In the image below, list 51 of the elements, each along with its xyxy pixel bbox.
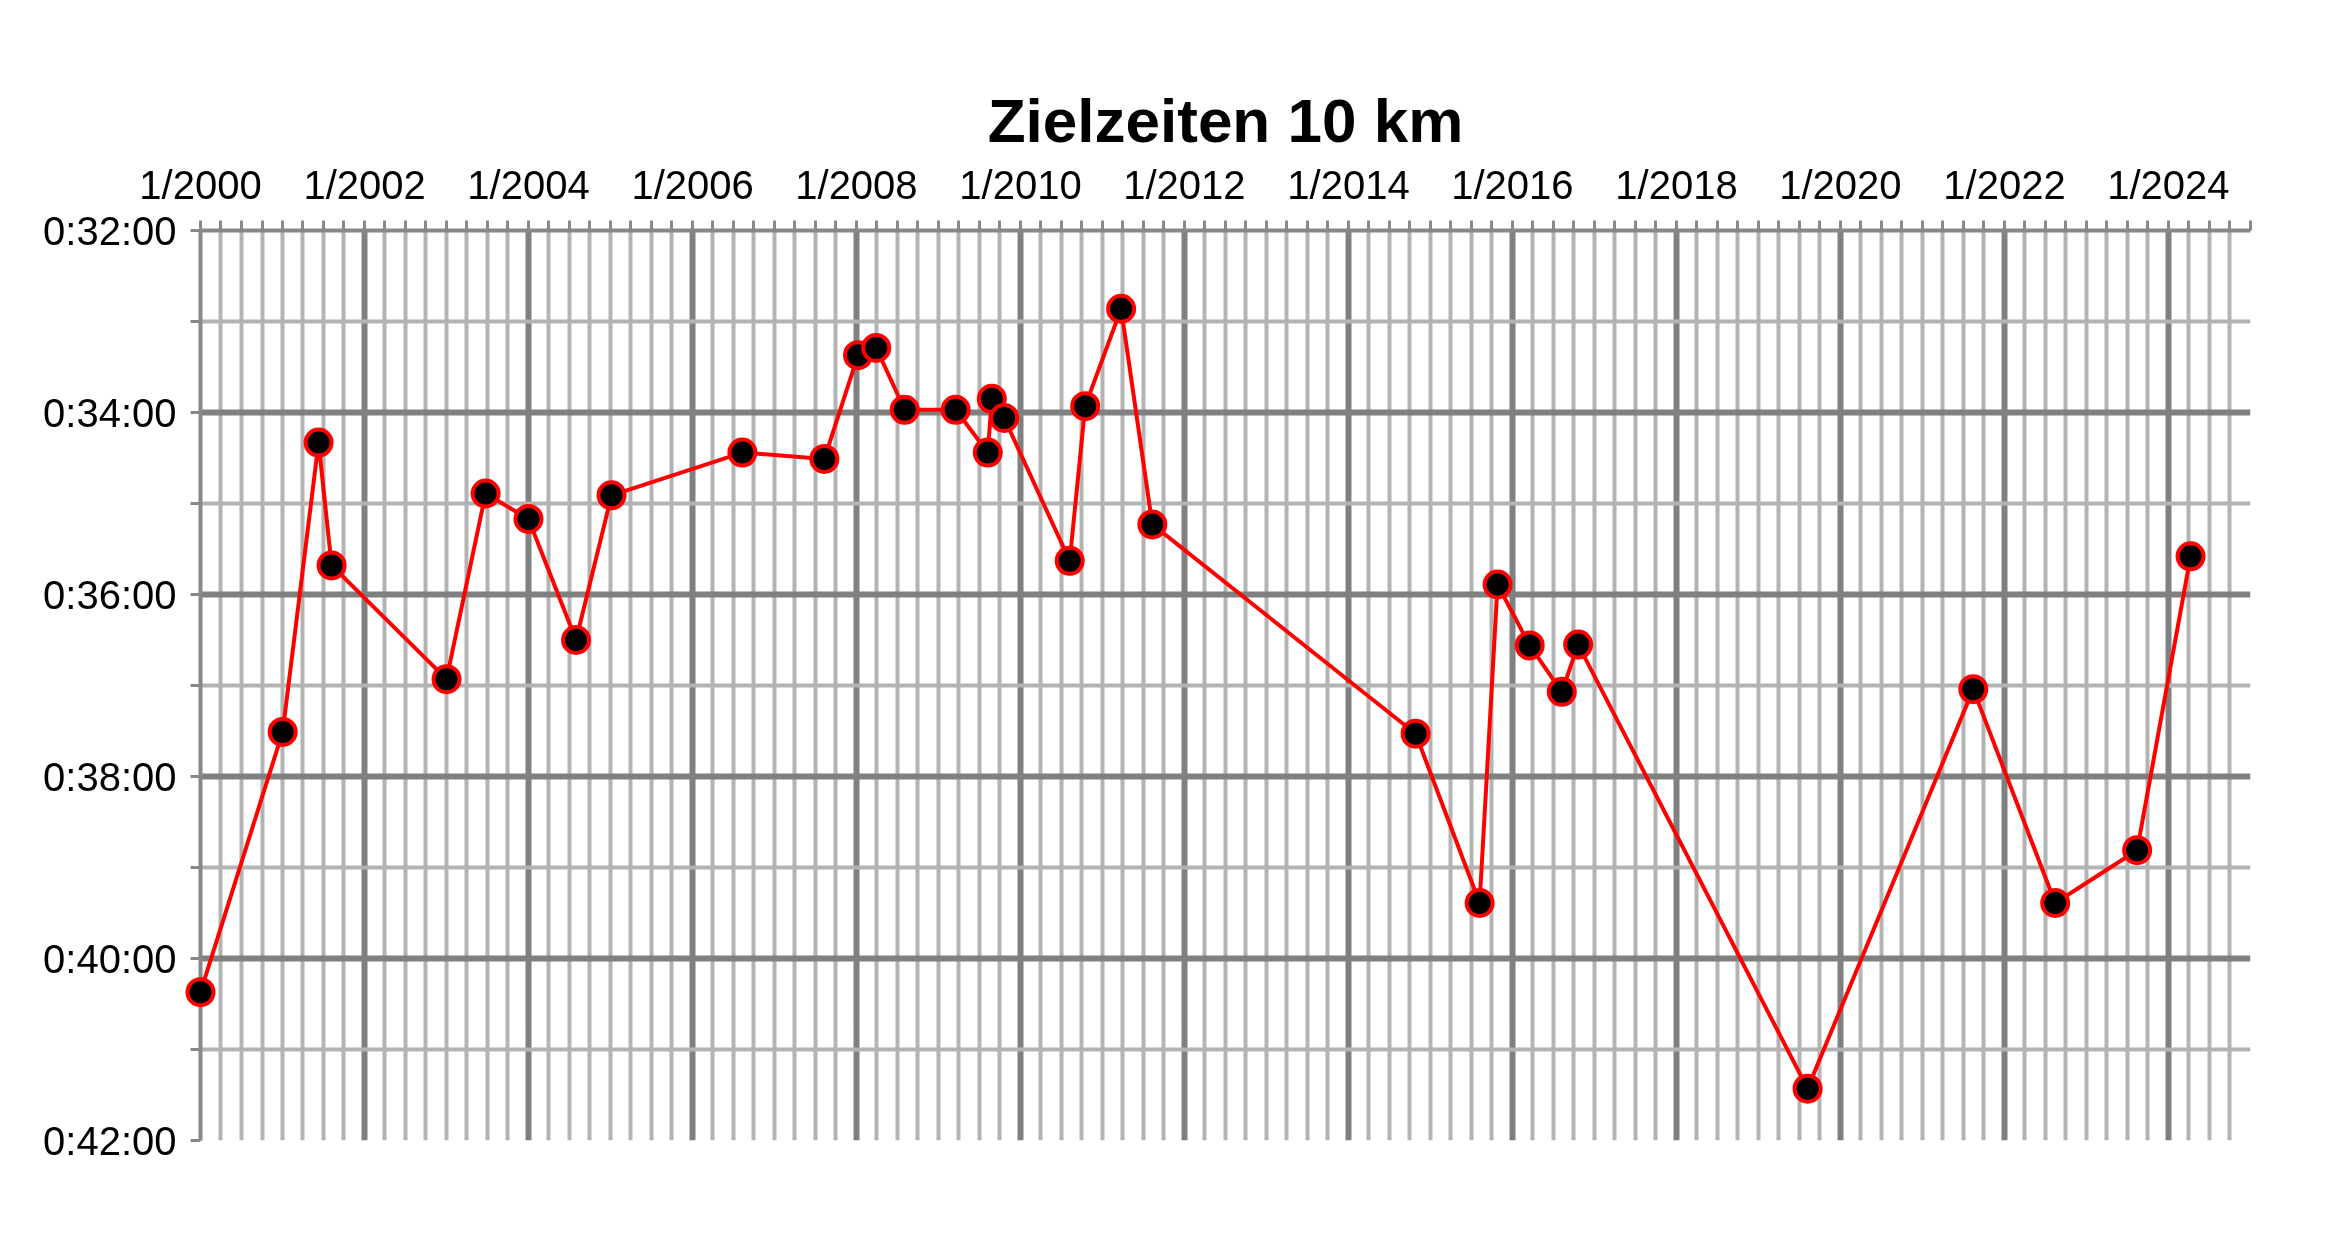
x-tick-label: 1/2006: [631, 162, 754, 207]
point: [861, 332, 892, 363]
y-tick-label: 0:36:00: [43, 572, 177, 617]
x-tick-label: 1/2018: [1615, 162, 1738, 207]
point: [989, 402, 1020, 433]
point: [2122, 835, 2153, 866]
point: [513, 504, 544, 534]
point: [267, 716, 298, 747]
x-tick-label: 1/2014: [1287, 162, 1410, 207]
y-tick-label: 0:38:00: [43, 754, 177, 799]
x-tick-label: 1/2002: [303, 162, 426, 207]
point: [596, 480, 627, 511]
point: [940, 394, 971, 425]
point: [1546, 676, 1577, 707]
point: [1958, 674, 1989, 705]
x-tick-label: 1/2010: [959, 162, 1082, 207]
point: [431, 664, 462, 695]
point: [470, 478, 501, 509]
x-tick-label: 1/2022: [1943, 162, 2066, 207]
y-tick-label: 0:32:00: [43, 208, 177, 253]
x-tick-label: 1/2020: [1779, 162, 1902, 207]
x-tick-label: 1/2024: [2107, 162, 2230, 207]
x-tick-label: 1/2016: [1451, 162, 1574, 207]
chart-title: Zielzeiten 10 km: [987, 85, 1464, 155]
x-tick-label: 1/2012: [1123, 162, 1246, 207]
x-tick-label: 1/2000: [139, 162, 262, 207]
point: [1137, 509, 1168, 540]
point: [316, 550, 347, 581]
point: [2175, 541, 2206, 572]
y-tick-label: 0:40:00: [43, 936, 177, 981]
x-tick-label: 1/2004: [467, 162, 590, 207]
y-tick-label: 0:42:00: [43, 1118, 177, 1163]
point: [1563, 629, 1594, 660]
x-tick-label: 1/2008: [795, 162, 918, 207]
point: [727, 437, 758, 468]
y-tick-label: 0:34:00: [43, 390, 177, 435]
point: [1482, 569, 1513, 600]
point: [1464, 888, 1495, 918]
point: [1400, 718, 1431, 749]
point: [889, 394, 920, 425]
point: [2040, 888, 2071, 918]
point: [1054, 545, 1085, 576]
point: [1792, 1073, 1823, 1104]
point: [561, 625, 592, 655]
point: [972, 437, 1003, 468]
point: [185, 977, 216, 1008]
point: [1514, 630, 1545, 661]
point: [1106, 293, 1137, 324]
point: [303, 427, 334, 458]
point: [1070, 391, 1101, 422]
point: [809, 443, 840, 474]
